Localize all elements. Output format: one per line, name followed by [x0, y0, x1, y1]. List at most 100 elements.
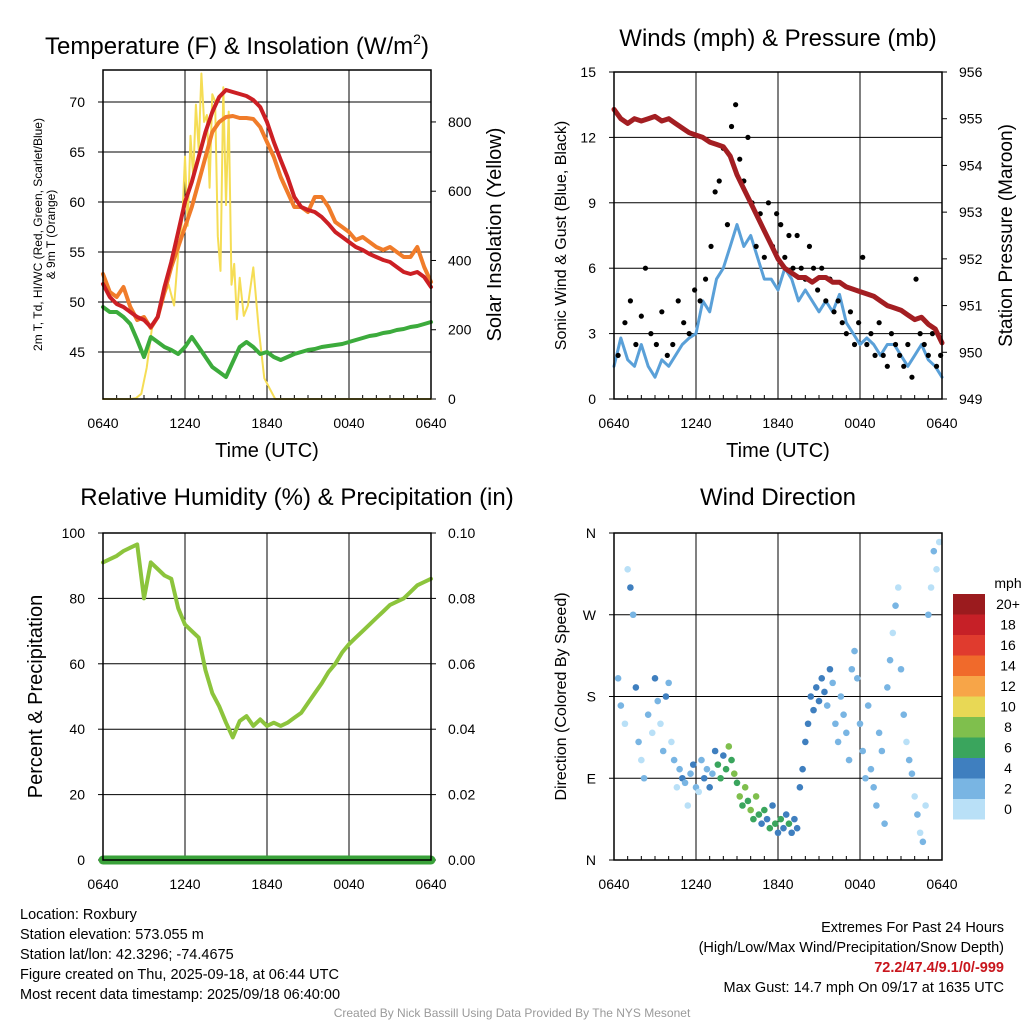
- direction-point: [722, 765, 730, 773]
- gust-point: [712, 189, 718, 195]
- direction-point: [627, 584, 634, 591]
- plot-frame: [613, 532, 943, 861]
- direction-point: [853, 675, 861, 682]
- direction-point: [695, 788, 703, 796]
- direction-point: [840, 711, 847, 718]
- legend-label: 16: [1000, 637, 1016, 653]
- extremes-values: 72.2/47.4/9.1/0/-999: [874, 960, 1004, 976]
- direction-point: [654, 697, 662, 705]
- gust-point: [642, 265, 649, 271]
- direction-point: [867, 765, 875, 773]
- gust-point: [798, 265, 804, 271]
- gust-point: [839, 320, 845, 326]
- y-right-tick-label: 0.02: [448, 787, 475, 803]
- direction-point: [761, 806, 768, 814]
- y-right-tick-label: 200: [448, 322, 472, 338]
- x-tick-label: 1240: [169, 876, 200, 892]
- gust-point: [872, 352, 878, 358]
- direction-point: [834, 738, 842, 746]
- direction-point: [900, 711, 908, 718]
- series-line-3: [101, 88, 433, 329]
- y-right-tick-label: 954: [959, 157, 983, 173]
- direction-point: [621, 720, 629, 728]
- direction-point: [804, 720, 812, 728]
- direction-point: [614, 675, 622, 682]
- x-tick-label: 0640: [598, 415, 629, 431]
- y-tick-label: 15: [580, 64, 596, 80]
- legend-title: mph: [994, 575, 1021, 591]
- gust-point: [733, 102, 739, 108]
- extremes-legend: (High/Low/Max Wind/Precipitation/Snow De…: [698, 940, 1004, 956]
- gust-point: [633, 341, 639, 348]
- x-tick-label: 1840: [251, 415, 282, 431]
- direction-point: [922, 802, 929, 809]
- direction-point: [864, 702, 872, 709]
- gust-point: [933, 363, 940, 369]
- chart-title: Relative Humidity (%) & Precipitation (i…: [80, 484, 513, 511]
- direction-point: [662, 693, 670, 700]
- direction-point: [681, 779, 689, 787]
- direction-point: [640, 774, 648, 782]
- series-line-1: [101, 542, 433, 740]
- direction-point: [832, 720, 839, 728]
- direction-point: [730, 770, 738, 778]
- legend-label: 8: [1004, 719, 1012, 735]
- direction-point: [644, 711, 652, 718]
- y-right-tick-label: 956: [959, 64, 983, 80]
- x-tick-label: 0640: [87, 415, 118, 431]
- direction-point: [908, 770, 916, 778]
- y-tick-label: N: [586, 852, 596, 868]
- latlon-line: Station lat/lon: 42.3296; -74.4675: [20, 947, 234, 963]
- direction-point: [862, 774, 869, 782]
- legend-label: 0: [1004, 801, 1012, 817]
- gust-point: [670, 341, 676, 348]
- station-info: Location: Roxbury Station elevation: 573…: [20, 905, 340, 1005]
- y-tick-label: 0: [588, 391, 596, 407]
- gust-point: [737, 156, 743, 162]
- extremes-heading: Extremes For Past 24 Hours: [821, 920, 1004, 936]
- y-right-tick-label: 0: [448, 391, 456, 407]
- direction-point: [793, 824, 801, 832]
- direction-point: [774, 829, 782, 837]
- series-line-3: [611, 106, 945, 346]
- direction-point: [870, 784, 877, 791]
- legend-label: 18: [1000, 617, 1016, 633]
- y-axis-label: & 9m T (Orange): [44, 190, 58, 280]
- y-tick-label: 55: [69, 244, 85, 260]
- direction-point: [771, 820, 779, 827]
- legend-label: 6: [1004, 740, 1012, 756]
- legend-swatch: [953, 778, 985, 799]
- gust-point: [765, 200, 772, 206]
- direction-point: [884, 684, 891, 691]
- direction-point: [659, 747, 667, 755]
- direction-point: [780, 824, 787, 832]
- y-right-axis-label: Station Pressure (Maroon): [996, 124, 1017, 347]
- y-tick-label: 12: [580, 129, 596, 145]
- gust-point: [692, 287, 698, 293]
- y-tick-label: 20: [69, 787, 85, 803]
- direction-point: [632, 684, 640, 691]
- direction-point: [894, 584, 902, 591]
- title-part: Temperature (F) & Insolation (W/m: [45, 33, 413, 60]
- direction-point: [935, 538, 943, 546]
- direction-point: [837, 693, 845, 700]
- location-line: Location: Roxbury: [20, 907, 137, 923]
- gust-point: [794, 232, 800, 239]
- x-tick-label: 1840: [251, 876, 282, 892]
- gust-point: [917, 331, 923, 337]
- direction-point: [878, 747, 886, 755]
- gust-point: [664, 352, 670, 358]
- gust-point: [851, 341, 858, 348]
- gust-point: [778, 222, 784, 228]
- gust-point: [905, 341, 911, 348]
- direction-point: [873, 802, 880, 809]
- title-part: ): [421, 33, 429, 60]
- gust-point: [753, 243, 759, 249]
- direction-point: [903, 738, 910, 746]
- direction-point: [843, 729, 850, 737]
- direction-point: [925, 611, 932, 619]
- y-tick-label: 9: [588, 195, 596, 211]
- gust-point: [810, 265, 817, 271]
- y-right-tick-label: 600: [448, 183, 472, 199]
